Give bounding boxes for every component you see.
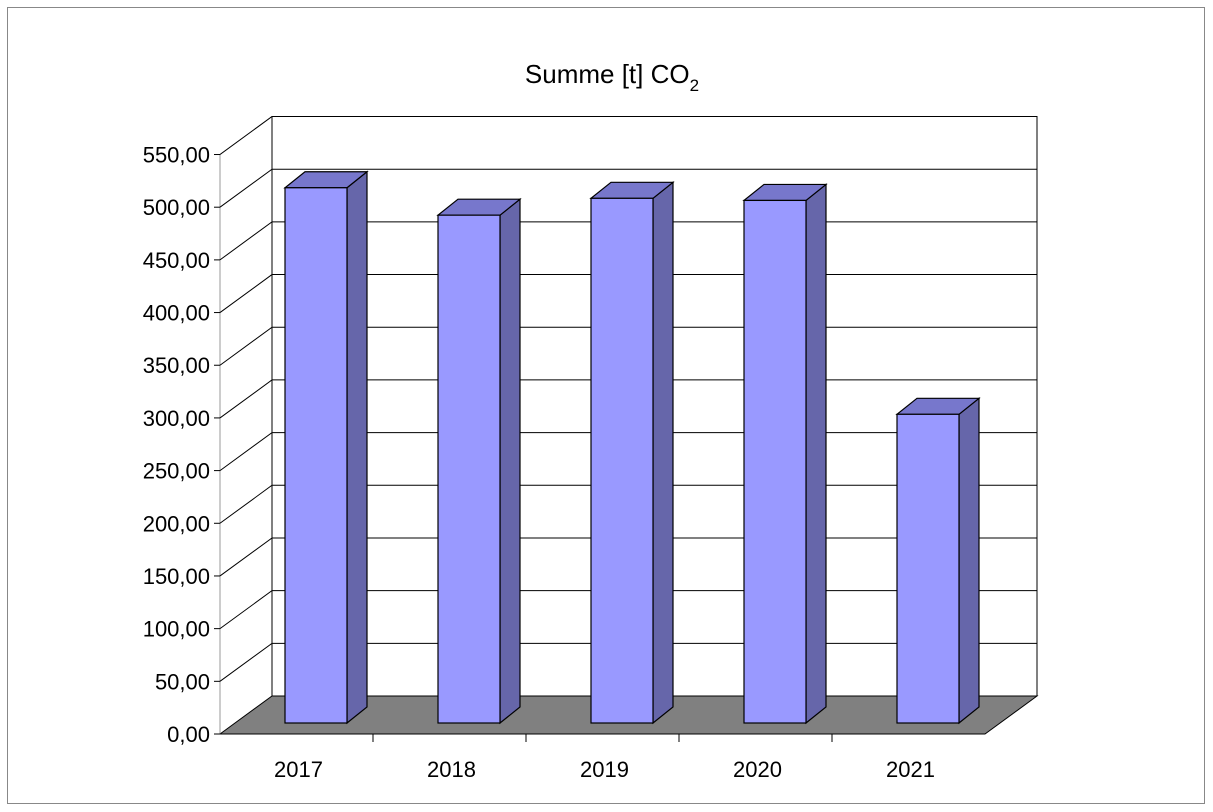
y-tick-label: 500,00 <box>143 195 210 220</box>
x-tick-label: 2019 <box>580 757 629 782</box>
bar <box>437 214 501 724</box>
bar <box>284 187 348 724</box>
x-tick-label: 2021 <box>886 757 935 782</box>
y-tick-label: 100,00 <box>143 617 210 642</box>
y-tick-label: 350,00 <box>143 353 210 378</box>
y-tick-label: 200,00 <box>143 511 210 536</box>
bar <box>590 197 654 724</box>
bar-side <box>805 183 827 725</box>
bar <box>743 199 807 724</box>
y-tick-label: 300,00 <box>143 406 210 431</box>
y-tick-label: 450,00 <box>143 248 210 273</box>
y-tick-label: 400,00 <box>143 301 210 326</box>
gridline <box>219 168 1037 208</box>
chart-title-subscript: 2 <box>690 76 699 95</box>
bar-side <box>499 197 521 725</box>
x-tick-label: 2017 <box>274 757 323 782</box>
bar-side <box>652 181 674 725</box>
gridline <box>219 116 1037 155</box>
x-tick-label: 2020 <box>733 757 782 782</box>
bar-side <box>346 170 368 725</box>
x-tick-label: 2018 <box>427 757 476 782</box>
y-tick-label: 0,00 <box>167 722 210 747</box>
y-tick-label: 150,00 <box>143 564 210 589</box>
y-tick-label: 250,00 <box>143 459 210 484</box>
bar-side <box>958 397 980 725</box>
chart-title: Summe [t] CO2 <box>525 59 699 95</box>
y-tick-label: 550,00 <box>143 143 210 168</box>
bar <box>896 413 960 724</box>
y-tick-label: 50,00 <box>155 669 210 694</box>
